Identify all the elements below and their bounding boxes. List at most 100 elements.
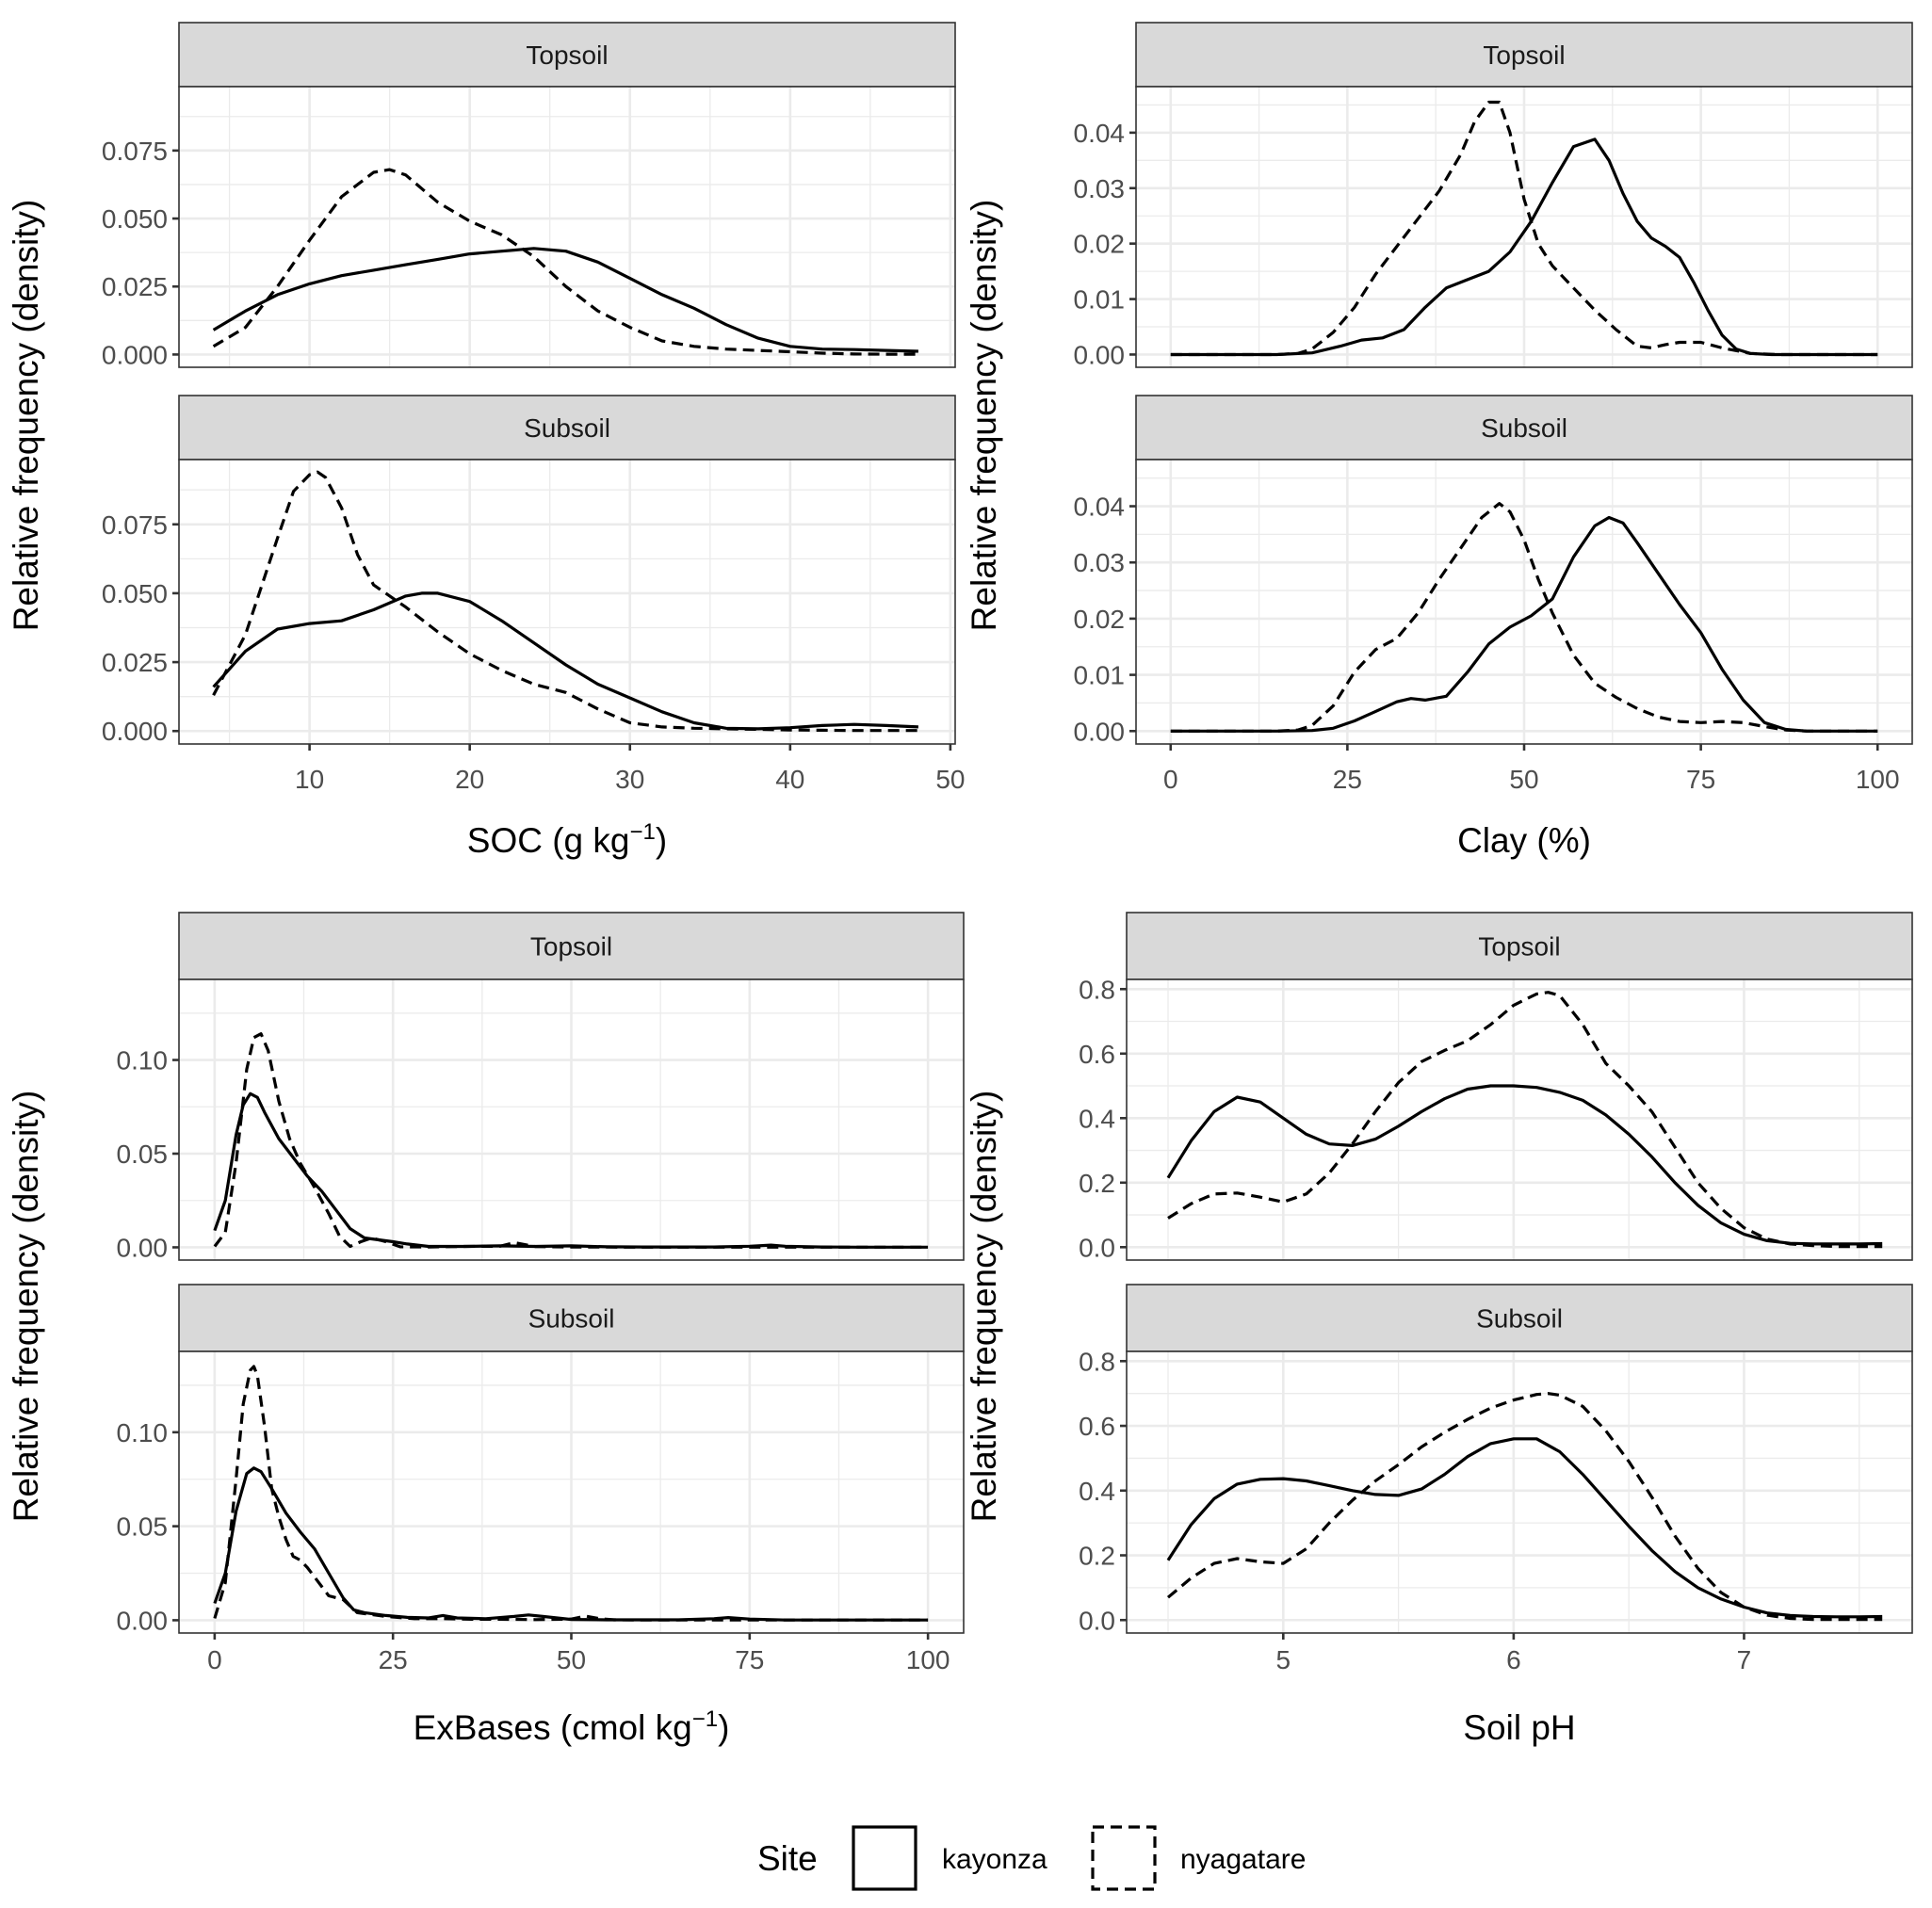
- y-tick-label: 0.00: [117, 1606, 169, 1635]
- y-tick-label: 0.025: [102, 648, 168, 677]
- y-tick-label: 0.01: [1074, 285, 1126, 315]
- density-line-nyagatare: [213, 1032, 929, 1249]
- x-axis-title: ExBases (cmol kg−1): [414, 1706, 730, 1747]
- y-axis-title: Relative frequency (density): [7, 200, 45, 632]
- y-tick-label: 0.000: [102, 717, 168, 746]
- x-tick-label: 6: [1506, 1645, 1521, 1674]
- x-tick-label: 40: [775, 765, 804, 794]
- y-tick-label: 0.00: [1074, 340, 1126, 369]
- x-axis-title-end: ): [718, 1708, 729, 1747]
- y-tick-label: 0.000: [102, 340, 168, 369]
- legend-label-kayonza: kayonza: [942, 1844, 1047, 1875]
- density-line-nyagatare: [212, 168, 918, 356]
- y-tick-label: 0.02: [1074, 230, 1126, 259]
- density-line-kayonza: [1170, 137, 1878, 357]
- y-tick-label: 0.03: [1074, 174, 1126, 203]
- panel-clay-subsoil: Subsoil 0.00 0.01 0.02 0.03 0.04: [1074, 395, 1913, 746]
- facet-strip-label: Subsoil: [1481, 413, 1567, 443]
- y-tick-label: 0.8: [1079, 975, 1115, 1004]
- legend-title: Site: [757, 1839, 818, 1878]
- density-line-nyagatare: [1167, 991, 1883, 1249]
- y-tick-label: 0.04: [1074, 119, 1126, 148]
- x-tick-label: 7: [1737, 1645, 1752, 1674]
- panel-border: [1126, 1350, 1913, 1634]
- facet-strip: [178, 1284, 965, 1352]
- y-tick-label: 0.2: [1079, 1542, 1115, 1571]
- x-tick-label: 100: [1856, 765, 1900, 794]
- plot-background: [1127, 979, 1912, 1260]
- x-axis-title-text: Soil pH: [1463, 1708, 1575, 1747]
- x-tick-label: 0: [207, 1645, 222, 1674]
- facet-strip: [1135, 395, 1913, 461]
- panel-border: [178, 86, 956, 368]
- y-tick-label: 0.05: [117, 1512, 169, 1542]
- x-tick-label: 50: [557, 1645, 586, 1674]
- density-line-kayonza: [1170, 515, 1878, 733]
- y-tick-label: 0.01: [1074, 661, 1126, 690]
- facet-strip-label: Topsoil: [530, 932, 612, 962]
- y-tick-label: 0.075: [102, 137, 168, 166]
- x-tick-label: 50: [1509, 765, 1538, 794]
- density-line-nyagatare: [1170, 501, 1878, 733]
- y-tick-label: 0.4: [1079, 1104, 1115, 1133]
- y-tick-label: 0.0: [1079, 1606, 1115, 1635]
- facet-strip: [1126, 1284, 1913, 1352]
- panel-ph-topsoil: Topsoil 0.0 0.2 0.4 0.6 0.8: [1079, 912, 1913, 1262]
- facet-strip: [1135, 22, 1913, 88]
- x-tick-label: 25: [379, 1645, 408, 1674]
- x-tick-label: 20: [455, 765, 484, 794]
- y-axis-title: Relative frequency (density): [7, 1091, 45, 1523]
- facet-strip-label: Topsoil: [1478, 932, 1560, 962]
- chart-soc: Topsoil 0.000 0.025 0.050 0.075 Subsoil 0.000 0…: [7, 22, 965, 860]
- facet-strip: [178, 395, 956, 461]
- y-tick-label: 0.02: [1074, 605, 1126, 634]
- legend-key-kayonza: [852, 1825, 917, 1891]
- chart-exbases: Topsoil 0.00 0.05 0.10 Subsoil 0.00 0.05 0.10 0 2…: [7, 912, 965, 1747]
- x-axis-title-text: Clay (%): [1457, 821, 1591, 860]
- panel-soc-topsoil: Topsoil 0.000 0.025 0.050 0.075: [102, 22, 956, 369]
- x-axis-title-text: SOC (g kg: [467, 821, 630, 860]
- legend-label-nyagatare: nyagatare: [1180, 1844, 1306, 1875]
- density-line-nyagatare: [213, 1365, 929, 1622]
- y-tick-label: 0.050: [102, 204, 168, 234]
- plot-background: [179, 460, 955, 744]
- x-axis-title: SOC (g kg−1): [467, 819, 667, 860]
- density-line-kayonza: [1166, 1437, 1883, 1619]
- y-tick-label: 0.00: [1074, 717, 1126, 746]
- panel-border: [1135, 86, 1913, 368]
- x-tick-label: 30: [615, 765, 644, 794]
- legend: Site kayonza nyagatare: [757, 1825, 1306, 1891]
- y-tick-label: 0.04: [1074, 493, 1126, 522]
- chart-clay: Topsoil 0.00 0.01 0.02 0.03 0.04 Subsoil 0.00 0.…: [965, 22, 1913, 860]
- density-line-kayonza: [212, 591, 918, 731]
- x-tick-label: 5: [1276, 1645, 1291, 1674]
- y-tick-label: 0.6: [1079, 1412, 1115, 1441]
- facet-strip-label: Subsoil: [528, 1304, 615, 1334]
- y-tick-label: 0.2: [1079, 1169, 1115, 1198]
- panel-border: [1126, 978, 1913, 1261]
- y-tick-label: 0.050: [102, 579, 168, 608]
- y-axis-title: Relative frequency (density): [965, 200, 1003, 632]
- x-axis-title-superscript: −1: [692, 1706, 718, 1732]
- y-tick-label: 0.10: [117, 1046, 169, 1075]
- y-tick-label: 0.6: [1079, 1040, 1115, 1069]
- x-tick-label: 0: [1163, 765, 1178, 794]
- legend-key-nyagatare: [1091, 1825, 1157, 1891]
- y-tick-label: 0.8: [1079, 1347, 1115, 1376]
- y-tick-label: 0.05: [117, 1140, 169, 1169]
- density-line-nyagatare: [1166, 1392, 1883, 1622]
- density-line-kayonza: [212, 247, 918, 353]
- facet-strip-label: Subsoil: [1476, 1304, 1563, 1334]
- chart-ph: Topsoil 0.0 0.2 0.4 0.6 0.8 Subsoil 0.0 0.2 0.4 0.…: [965, 912, 1913, 1747]
- y-axis-title: Relative frequency (density): [965, 1091, 1003, 1523]
- y-tick-label: 0.4: [1079, 1477, 1115, 1506]
- density-line-kayonza: [1166, 1084, 1883, 1246]
- x-tick-label: 50: [935, 765, 965, 794]
- y-tick-label: 0.03: [1074, 548, 1126, 577]
- facet-strip-label: Topsoil: [1483, 40, 1565, 70]
- x-tick-label: 75: [735, 1645, 764, 1674]
- plot-background: [179, 87, 955, 367]
- x-tick-label: 75: [1686, 765, 1715, 794]
- density-line-nyagatare: [1170, 100, 1878, 357]
